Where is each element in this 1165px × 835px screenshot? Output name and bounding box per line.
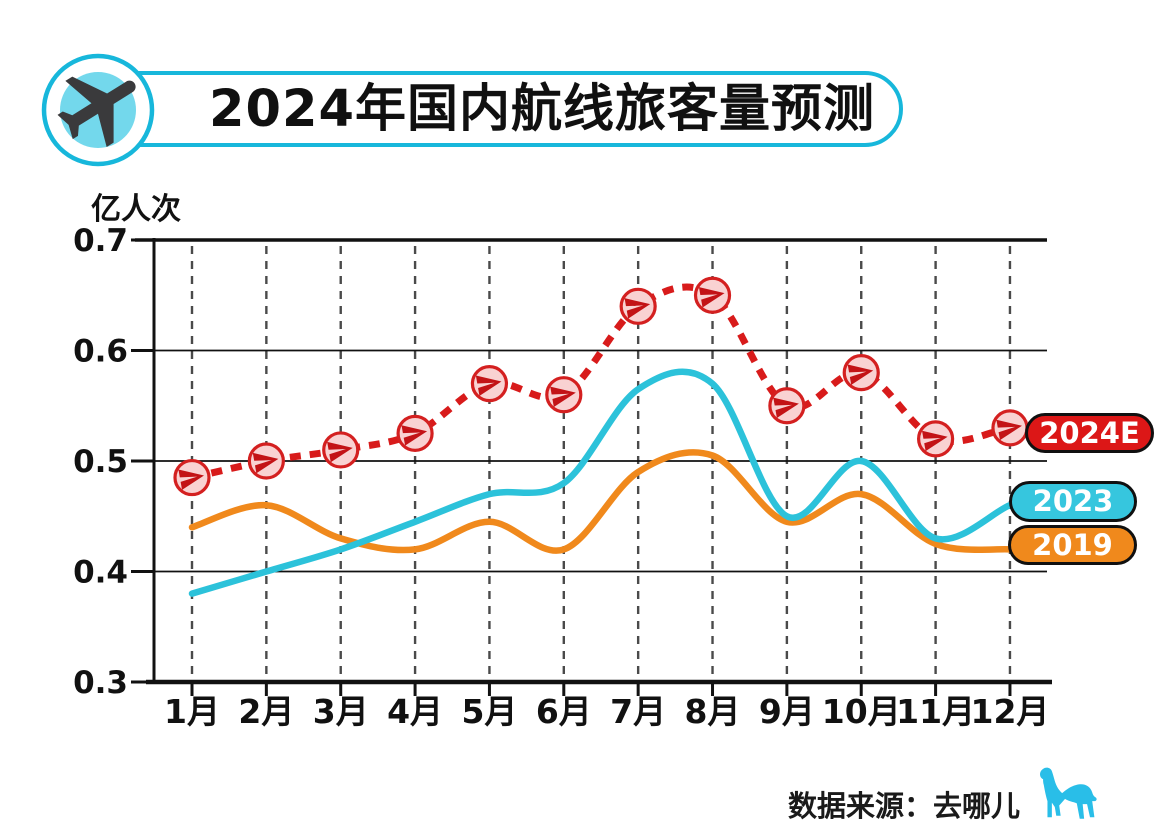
series-2019-line bbox=[188, 449, 1036, 554]
x-tick-label: 11月 bbox=[896, 692, 975, 731]
camel-icon bbox=[1040, 767, 1097, 819]
legend-2024e: 2024E bbox=[1025, 413, 1154, 453]
y-tick-label: 0.3 bbox=[73, 665, 128, 701]
plane-marker bbox=[916, 420, 955, 458]
x-tick-label: 8月 bbox=[685, 692, 741, 731]
title-banner: 2024年国内航线旅客量预测 bbox=[40, 52, 903, 170]
plane-marker bbox=[842, 354, 880, 392]
plane-marker bbox=[173, 458, 211, 497]
x-tick-label: 2月 bbox=[238, 692, 294, 731]
x-tick-label: 1月 bbox=[164, 692, 220, 731]
x-tick-label: 5月 bbox=[461, 692, 517, 731]
plane-marker bbox=[768, 387, 806, 425]
plane-marker bbox=[619, 287, 657, 325]
airplane-takeoff-icon bbox=[40, 52, 158, 170]
legend-2019-label: 2019 bbox=[1032, 527, 1113, 562]
x-tick-label: 12月 bbox=[970, 692, 1049, 731]
legend-2019: 2019 bbox=[1008, 525, 1137, 565]
y-tick-label: 0.6 bbox=[73, 334, 128, 370]
plane-marker bbox=[545, 376, 583, 414]
legend-2024e-label: 2024E bbox=[1039, 415, 1140, 450]
x-tick-label: 7月 bbox=[610, 692, 666, 731]
y-axis-unit-label: 亿人次 bbox=[91, 192, 181, 227]
x-tick-label: 10月 bbox=[822, 692, 901, 731]
x-tick-label: 6月 bbox=[536, 692, 592, 731]
data-source-label: 数据来源：去哪儿 bbox=[788, 789, 1021, 823]
plane-marker bbox=[693, 276, 732, 314]
title-pill: 2024年国内航线旅客量预测 bbox=[100, 71, 903, 147]
plane-marker bbox=[396, 414, 434, 452]
y-tick-label: 0.4 bbox=[73, 555, 128, 591]
plane-marker bbox=[247, 442, 285, 480]
data-source: 数据来源：去哪儿 bbox=[788, 763, 1106, 829]
x-tick-label: 4月 bbox=[387, 692, 443, 731]
plane-marker bbox=[470, 365, 509, 403]
plane-marker bbox=[322, 431, 360, 469]
legend-2023: 2023 bbox=[1009, 481, 1137, 522]
legend-2023-label: 2023 bbox=[1032, 484, 1114, 518]
x-tick-label: 3月 bbox=[313, 692, 369, 731]
x-tick-label: 9月 bbox=[759, 692, 815, 731]
plane-marker bbox=[991, 409, 1029, 447]
page-title: 2024年国内航线旅客量预测 bbox=[209, 79, 875, 139]
series-2024e-line bbox=[191, 283, 1033, 481]
y-tick-label: 0.7 bbox=[73, 223, 128, 259]
y-tick-label: 0.5 bbox=[73, 444, 128, 480]
series-2023-line bbox=[188, 368, 1036, 597]
